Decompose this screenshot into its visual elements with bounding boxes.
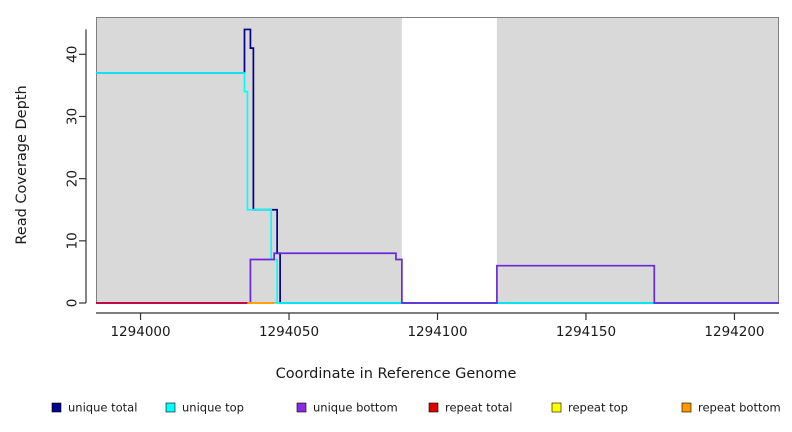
x-axis: 1294000 1294050 1294100 1294150 1294200: [96, 312, 779, 340]
x-tick-label-2: 1294100: [407, 324, 467, 340]
legend-item-repeat-total[interactable]: repeat total: [428, 401, 512, 415]
legend-label: repeat top: [568, 401, 628, 415]
legend-swatch-icon: [428, 402, 439, 413]
legend-item-repeat-top[interactable]: repeat top: [551, 401, 628, 415]
legend-label: unique total: [68, 401, 137, 415]
series-group: [96, 28, 779, 304]
y-tick-label-0: 0: [65, 299, 81, 308]
legend-swatch-icon: [51, 402, 62, 413]
y-axis-title: Read Coverage Depth: [14, 85, 30, 244]
legend-swatch-icon: [296, 402, 307, 413]
x-tick-label-1: 1294050: [259, 324, 319, 340]
legend-item-unique-top[interactable]: unique top: [165, 401, 244, 415]
y-tick-label-4: 40: [65, 46, 81, 63]
x-tick-label-0: 1294000: [110, 324, 170, 340]
y-tick-label-1: 10: [65, 232, 81, 249]
coverage-gap-region: [401, 18, 497, 303]
x-tick-label-3: 1294150: [556, 324, 616, 340]
y-tick-label-3: 30: [65, 108, 81, 125]
legend-item-repeat-bottom[interactable]: repeat bottom: [681, 401, 781, 415]
series-line-unique-bottom: [96, 252, 779, 304]
plot-background-group: [96, 17, 779, 303]
legend-item-unique-total[interactable]: unique total: [51, 401, 137, 415]
x-tick-label-4: 1294200: [704, 324, 764, 340]
x-axis-title: Coordinate in Reference Genome: [276, 366, 517, 382]
legend-label: repeat bottom: [698, 401, 781, 415]
legend: unique total unique top unique bottom repea…: [51, 401, 781, 415]
y-tick-label-2: 20: [65, 170, 81, 187]
y-axis: 0 10 20 30 40: [65, 29, 87, 307]
legend-label: unique bottom: [313, 401, 398, 415]
legend-swatch-icon: [165, 402, 176, 413]
legend-label: unique top: [182, 401, 244, 415]
legend-swatch-icon: [681, 402, 692, 413]
legend-swatch-icon: [551, 402, 562, 413]
series-line-unique-top: [96, 72, 779, 304]
legend-label: repeat total: [445, 401, 512, 415]
legend-item-unique-bottom[interactable]: unique bottom: [296, 401, 398, 415]
